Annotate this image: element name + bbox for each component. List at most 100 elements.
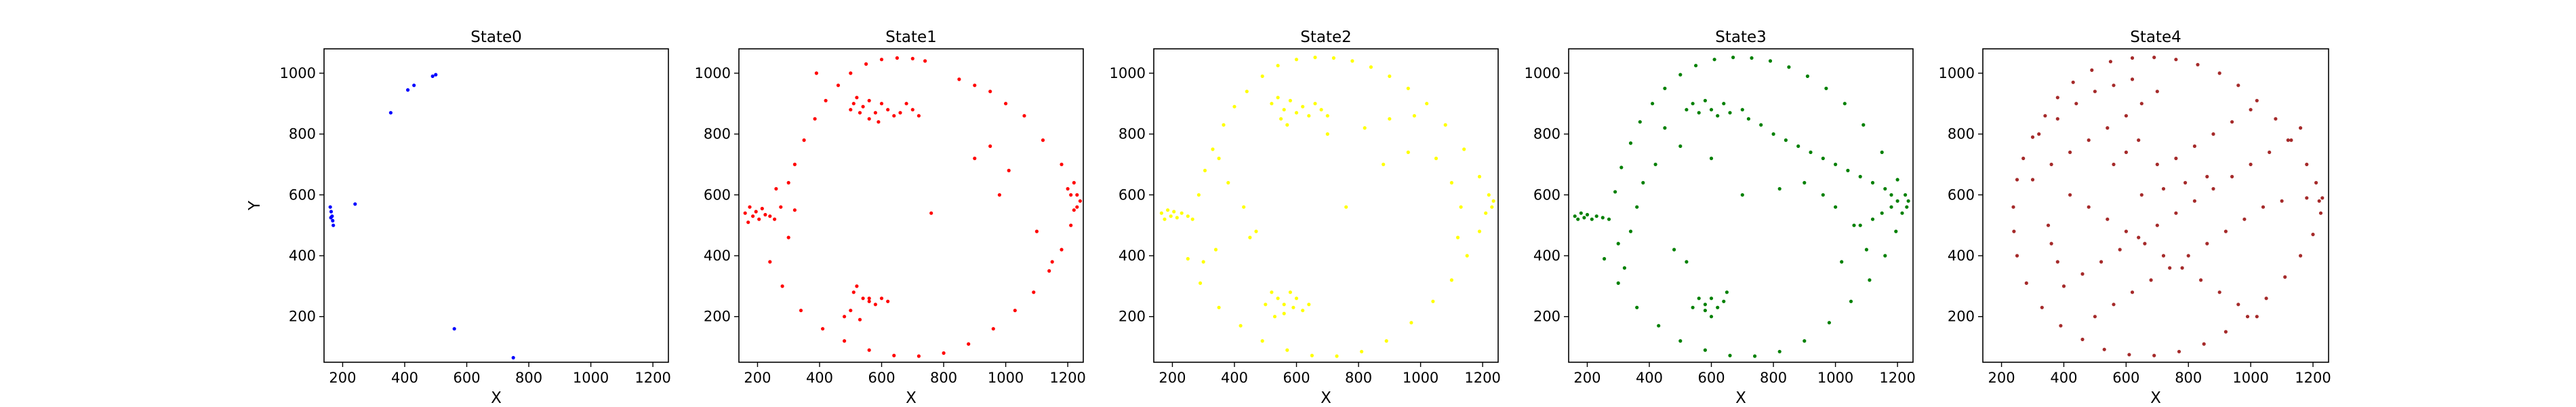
- data-point: [511, 355, 515, 360]
- data-point: [1703, 309, 1707, 313]
- y-tick-label: 200: [1948, 309, 1975, 325]
- data-point: [2112, 162, 2116, 166]
- data-point: [2183, 180, 2188, 185]
- x-tick-label: 800: [1345, 370, 1372, 386]
- data-point: [1196, 193, 1201, 197]
- data-point: [2174, 58, 2178, 62]
- data-point: [1276, 96, 1280, 100]
- data-point: [2074, 102, 2078, 106]
- data-point: [1594, 214, 1598, 218]
- data-point: [1186, 256, 1190, 261]
- data-point: [2245, 315, 2250, 319]
- x-tick-label: 600: [453, 370, 480, 386]
- data-point: [873, 303, 877, 307]
- data-point: [858, 317, 862, 322]
- data-point: [2205, 174, 2209, 178]
- y-tick-label: 800: [1948, 126, 1975, 142]
- data-point: [2152, 353, 2156, 357]
- data-point: [2015, 254, 2019, 258]
- data-point: [1870, 217, 1875, 221]
- data-point: [1895, 199, 1899, 203]
- data-point: [2087, 205, 2091, 209]
- data-point: [1579, 211, 1583, 215]
- data-point: [1180, 211, 1184, 215]
- data-point: [892, 353, 896, 357]
- data-point: [2261, 205, 2266, 209]
- data-point: [861, 104, 865, 109]
- data-point: [917, 114, 921, 118]
- data-point: [1406, 86, 1410, 90]
- data-point: [2318, 211, 2323, 215]
- data-point: [768, 214, 772, 218]
- data-point: [1449, 278, 1453, 282]
- data-point: [1846, 168, 1850, 172]
- data-point: [855, 96, 859, 100]
- data-point: [2130, 290, 2135, 294]
- x-tick-label: 600: [1283, 370, 1310, 386]
- data-point: [2055, 260, 2059, 264]
- data-point: [867, 348, 871, 352]
- data-point: [1834, 205, 1838, 209]
- data-point: [2040, 305, 2044, 309]
- data-point: [2211, 187, 2215, 191]
- y-tick-label: 800: [289, 126, 316, 142]
- data-point: [1041, 138, 1045, 142]
- data-point: [1276, 64, 1280, 68]
- data-point: [1628, 141, 1633, 145]
- data-point: [1691, 305, 1695, 309]
- x-tick-label: 200: [329, 370, 356, 386]
- data-point: [895, 56, 899, 60]
- x-tick-label: 200: [1988, 370, 2015, 386]
- data-point: [988, 90, 992, 94]
- data-point: [2049, 241, 2053, 246]
- data-point: [746, 220, 750, 225]
- data-point: [1382, 162, 1386, 166]
- data-point: [2106, 126, 2110, 130]
- data-point: [1159, 211, 1163, 215]
- data-point: [2037, 132, 2041, 136]
- chart-panel-0: 200 400 600 800 1000 1200 200 400 600 800 1000 Stat…: [246, 28, 671, 407]
- data-point: [1425, 102, 1429, 106]
- x-tick-label: 400: [391, 370, 418, 386]
- data-point: [1388, 117, 1392, 121]
- data-point: [1616, 241, 1620, 246]
- y-tick-label: 600: [1533, 187, 1561, 203]
- y-tick-label: 400: [704, 248, 731, 264]
- data-point: [1047, 269, 1051, 273]
- x-axis-label: X: [1321, 389, 1331, 407]
- data-point: [867, 299, 871, 303]
- data-point: [1722, 102, 1726, 106]
- data-point: [1285, 348, 1289, 352]
- data-point: [2152, 56, 2156, 60]
- data-point: [1384, 339, 1388, 343]
- data-point: [1477, 229, 1482, 233]
- data-point: [1883, 254, 1887, 258]
- data-point: [1582, 216, 1586, 220]
- data-point: [329, 216, 333, 220]
- data-point: [1217, 305, 1221, 309]
- data-point: [1449, 180, 1453, 185]
- data-point: [1288, 98, 1292, 102]
- data-point: [1870, 180, 1875, 185]
- data-point: [1172, 210, 1176, 214]
- data-point: [1905, 205, 1909, 209]
- data-point: [2274, 117, 2278, 121]
- data-point: [1712, 58, 1716, 62]
- data-point: [886, 108, 890, 112]
- data-point: [2314, 180, 2318, 185]
- data-point: [754, 210, 758, 214]
- data-point: [1013, 309, 1017, 313]
- x-tick-label: 1200: [635, 370, 670, 386]
- data-point: [1641, 180, 1645, 185]
- x-tick-label: 400: [806, 370, 833, 386]
- data-point: [1663, 126, 1667, 130]
- data-point: [1022, 114, 1026, 118]
- data-point: [1663, 86, 1667, 90]
- data-point: [1728, 353, 1732, 357]
- data-point: [813, 117, 817, 121]
- data-point: [1607, 217, 1611, 221]
- x-tick-label: 200: [744, 370, 771, 386]
- y-tick-label: 400: [289, 248, 316, 264]
- chart-panel-3: 200 400 600 800 1000 1200 200 400 600 800 1000 Stat…: [1525, 28, 1916, 407]
